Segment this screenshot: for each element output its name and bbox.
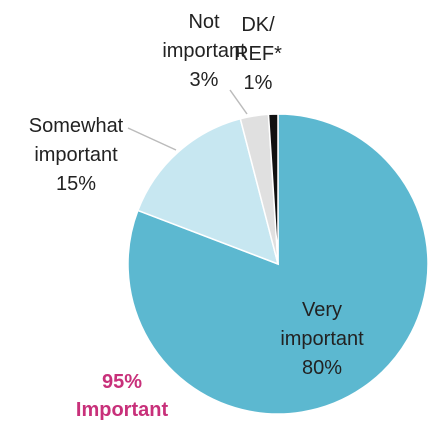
pie-slice <box>136 117 280 266</box>
pie-slice <box>267 113 279 265</box>
slice-label: DK/ REF* <box>234 14 282 65</box>
slice-value-label: 3% <box>189 69 219 91</box>
leader-line <box>229 89 248 115</box>
slice-value-label: 1% <box>243 72 273 94</box>
leader-line <box>127 127 177 151</box>
slice-value-label: 15% <box>55 173 97 195</box>
slice-label: Not important <box>162 11 246 62</box>
slice-label: Very important <box>280 299 364 350</box>
slice-label: Somewhat important <box>28 115 124 166</box>
annotation: 95% Important <box>75 371 169 421</box>
slice-value-label: 80% <box>301 357 343 379</box>
